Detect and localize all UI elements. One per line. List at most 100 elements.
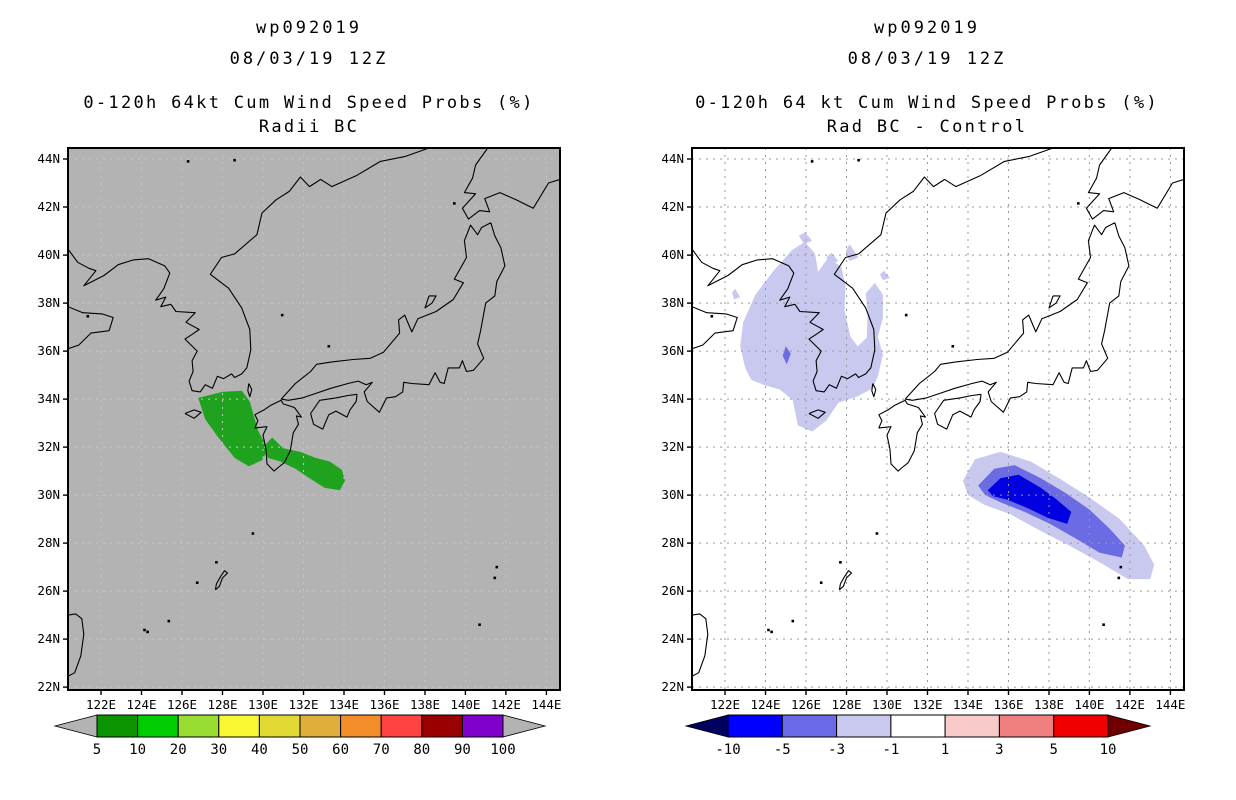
island-speck — [186, 160, 190, 163]
coastline — [310, 393, 358, 430]
colorbar-segment — [421, 714, 463, 738]
island-speck — [767, 628, 770, 632]
colorbar-label: 30 — [210, 742, 227, 758]
colorbar-arrow-right — [502, 714, 547, 738]
colorbar-label: 60 — [332, 742, 349, 758]
colorbar-label: 70 — [373, 742, 390, 758]
coastline — [280, 222, 506, 413]
island-speck — [86, 315, 90, 318]
y-tick-label: 32N — [37, 439, 60, 454]
colorbar-label: -1 — [882, 742, 899, 758]
colorbar-label: 20 — [170, 742, 187, 758]
colorbar-segment — [836, 714, 892, 738]
colorbar-label: 100 — [490, 742, 515, 758]
y-tick-label: 38N — [37, 295, 60, 310]
plot-variant-left: Radii BC — [258, 117, 360, 137]
y-tick-label: 32N — [661, 439, 684, 454]
x-tick-label: 134E — [953, 697, 983, 712]
y-tick-label: 24N — [661, 631, 684, 646]
colorbar-label: 50 — [292, 742, 309, 758]
x-tick-label: 136E — [993, 697, 1023, 712]
x-tick-label: 130E — [248, 697, 278, 712]
y-tick-label: 36N — [37, 343, 60, 358]
coastline — [1085, 148, 1184, 220]
plot-subtitle-right: 0-120h 64 kt Cum Wind Speed Probs (%) — [695, 93, 1159, 113]
coastline — [878, 399, 926, 472]
y-tick-label: 28N — [37, 535, 60, 550]
colorbar-segment — [998, 714, 1055, 738]
island-speck — [215, 561, 218, 564]
coastline — [904, 222, 1130, 413]
x-tick-label: 136E — [369, 697, 399, 712]
island-speck — [493, 576, 497, 580]
y-tick-label: 22N — [37, 679, 60, 694]
island-speck — [146, 630, 149, 634]
x-tick-label: 140E — [1074, 697, 1104, 712]
coastline — [1048, 295, 1061, 309]
coastline — [247, 383, 253, 398]
y-tick-label: 40N — [661, 247, 684, 262]
colorbar-segment — [137, 714, 179, 738]
colorbar-segment — [380, 714, 423, 738]
colorbar-label: 1 — [941, 742, 949, 758]
colorbar-label: 3 — [995, 742, 1003, 758]
island-speck — [495, 565, 499, 569]
y-tick-label: 34N — [37, 391, 60, 406]
plot-subtitle-left: 0-120h 64kt Cum Wind Speed Probs (%) — [83, 93, 535, 113]
island-speck — [904, 313, 908, 317]
x-tick-label: 134E — [329, 697, 359, 712]
colorbar-label: 5 — [1049, 742, 1057, 758]
coastline — [692, 613, 709, 677]
colorbar-segment — [218, 714, 260, 738]
colorbar-segment — [890, 714, 946, 738]
map-background — [68, 148, 560, 690]
y-tick-label: 44N — [37, 151, 60, 166]
y-tick-label: 30N — [661, 487, 684, 502]
plot-variant-right: Rad BC - Control — [826, 117, 1028, 137]
x-tick-label: 124E — [126, 697, 156, 712]
x-tick-label: 138E — [410, 697, 440, 712]
coastline — [461, 148, 560, 220]
diff-korea-main — [740, 241, 883, 432]
x-tick-label: 122E — [710, 697, 740, 712]
panel-left: wp092019 08/03/19 12Z 0-120h 64kt Cum Wi… — [37, 18, 561, 758]
coastline — [184, 409, 202, 419]
colorbar-segment — [781, 714, 838, 738]
colorbar-label: 40 — [251, 742, 268, 758]
y-tick-label: 42N — [37, 199, 60, 214]
init-time-left: 08/03/19 12Z — [229, 49, 389, 69]
x-tick-label: 132E — [912, 697, 942, 712]
diff-se-inner — [987, 474, 1072, 524]
coastline — [214, 570, 229, 591]
island-speck — [839, 561, 842, 564]
island-speck — [327, 345, 331, 348]
island-speck — [791, 619, 795, 623]
island-speck — [280, 313, 284, 317]
island-speck — [1117, 576, 1121, 580]
island-speck — [857, 158, 860, 162]
y-tick-label: 22N — [661, 679, 684, 694]
map-frame — [691, 147, 1185, 691]
map-frame — [67, 147, 561, 691]
y-tick-label: 26N — [37, 583, 60, 598]
init-time-right: 08/03/19 12Z — [847, 49, 1007, 69]
coastline — [68, 613, 85, 677]
colorbar-arrow-left — [53, 714, 98, 738]
island-speck — [453, 202, 456, 205]
coastline — [871, 383, 877, 398]
y-tick-label: 36N — [661, 343, 684, 358]
island-speck — [875, 532, 879, 535]
island-speck — [1102, 623, 1105, 626]
island-speck — [143, 628, 146, 632]
x-tick-label: 138E — [1034, 697, 1064, 712]
colorbar-segment — [727, 714, 783, 738]
y-tick-label: 24N — [37, 631, 60, 646]
y-tick-label: 40N — [37, 247, 60, 262]
colorbar-label: -10 — [715, 742, 740, 758]
island-speck — [195, 581, 199, 584]
colorbar-label: -5 — [774, 742, 791, 758]
x-tick-label: 144E — [1155, 697, 1185, 712]
colorbar-segment — [1053, 714, 1109, 738]
x-tick-label: 142E — [491, 697, 521, 712]
map-background — [692, 148, 1184, 690]
